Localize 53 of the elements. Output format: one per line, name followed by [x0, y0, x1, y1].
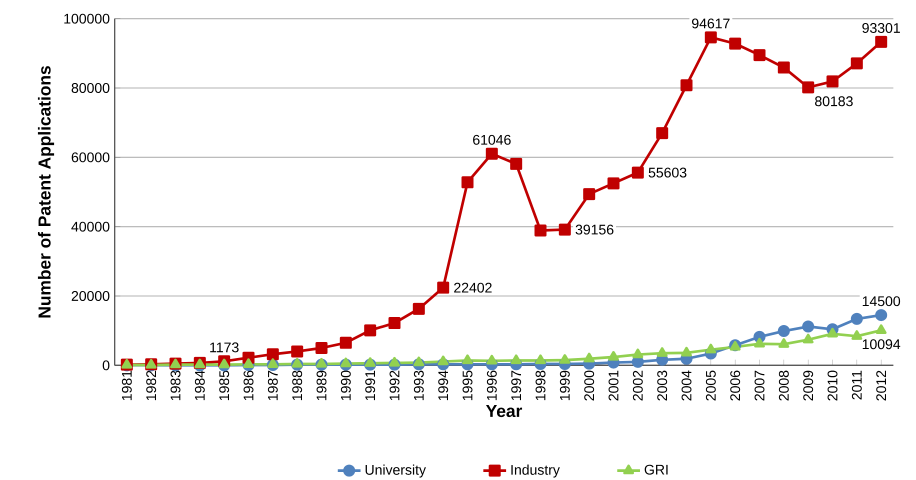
x-axis-title: Year [486, 405, 522, 418]
x-tick-label: 1993 [414, 370, 424, 400]
x-tick-label: 1981 [122, 370, 132, 400]
data-label: 39156 [576, 224, 614, 235]
x-tick-label: 1999 [560, 370, 570, 400]
x-tick-label: 2009 [803, 370, 814, 400]
legend-label: Industry [511, 464, 560, 478]
x-tick-label: 1997 [511, 370, 522, 400]
legend-label: University [366, 464, 426, 478]
legend-label: GRI [644, 464, 668, 475]
x-tick-label: 1992 [390, 370, 400, 400]
x-tick-label: 2001 [608, 370, 618, 400]
x-tick-label: 2012 [876, 370, 886, 400]
x-tick-label: 2002 [632, 370, 643, 400]
x-tick-label: 2000 [584, 370, 594, 400]
y-tick-label: 20000 [72, 291, 110, 301]
data-label: 14500 [862, 296, 900, 306]
y-tick-label: 80000 [72, 83, 110, 93]
data-label: 61046 [473, 134, 511, 145]
x-tick-label: 2010 [828, 370, 838, 400]
x-tick-label: 1982 [146, 370, 156, 400]
x-tick-label: 1987 [268, 370, 278, 400]
x-tick-label: 2011 [852, 370, 862, 400]
x-tick-label: 1985 [219, 370, 230, 400]
x-tick-label: 1998 [536, 370, 546, 400]
x-tick-label: 2005 [706, 370, 716, 400]
x-tick-label: 2007 [754, 370, 764, 400]
data-label: 10094 [862, 339, 900, 350]
x-tick-label: 2006 [730, 370, 740, 400]
data-label: 55603 [648, 168, 686, 178]
y-tick-label: 60000 [72, 152, 110, 162]
x-tick-label: 2008 [778, 370, 789, 400]
x-tick-label: 1994 [438, 370, 448, 400]
x-tick-label: 1989 [316, 370, 326, 400]
data-label: 94617 [692, 18, 730, 28]
y-axis-title: Number of Patent Applications [38, 66, 54, 318]
x-tick-label: 1984 [194, 370, 205, 400]
x-tick-label: 1991 [365, 370, 376, 400]
x-tick-label: 1983 [170, 370, 180, 400]
y-tick-label: 40000 [71, 222, 110, 232]
x-tick-label: 1990 [340, 370, 351, 400]
x-tick-label: 1988 [292, 370, 302, 400]
x-tick-label: 1996 [486, 370, 497, 400]
y-tick-label: 100000 [64, 14, 110, 24]
x-tick-label: 1986 [244, 370, 254, 400]
x-tick-label: 2003 [657, 370, 668, 400]
x-tick-label: 2004 [682, 370, 692, 400]
x-tick-label: 1995 [462, 370, 472, 400]
y-tick-label: 0 [102, 360, 110, 370]
data-label: 93301 [862, 23, 900, 33]
data-label: 1173 [210, 342, 239, 352]
data-label: 80183 [815, 96, 853, 106]
data-label: 22402 [454, 282, 492, 293]
